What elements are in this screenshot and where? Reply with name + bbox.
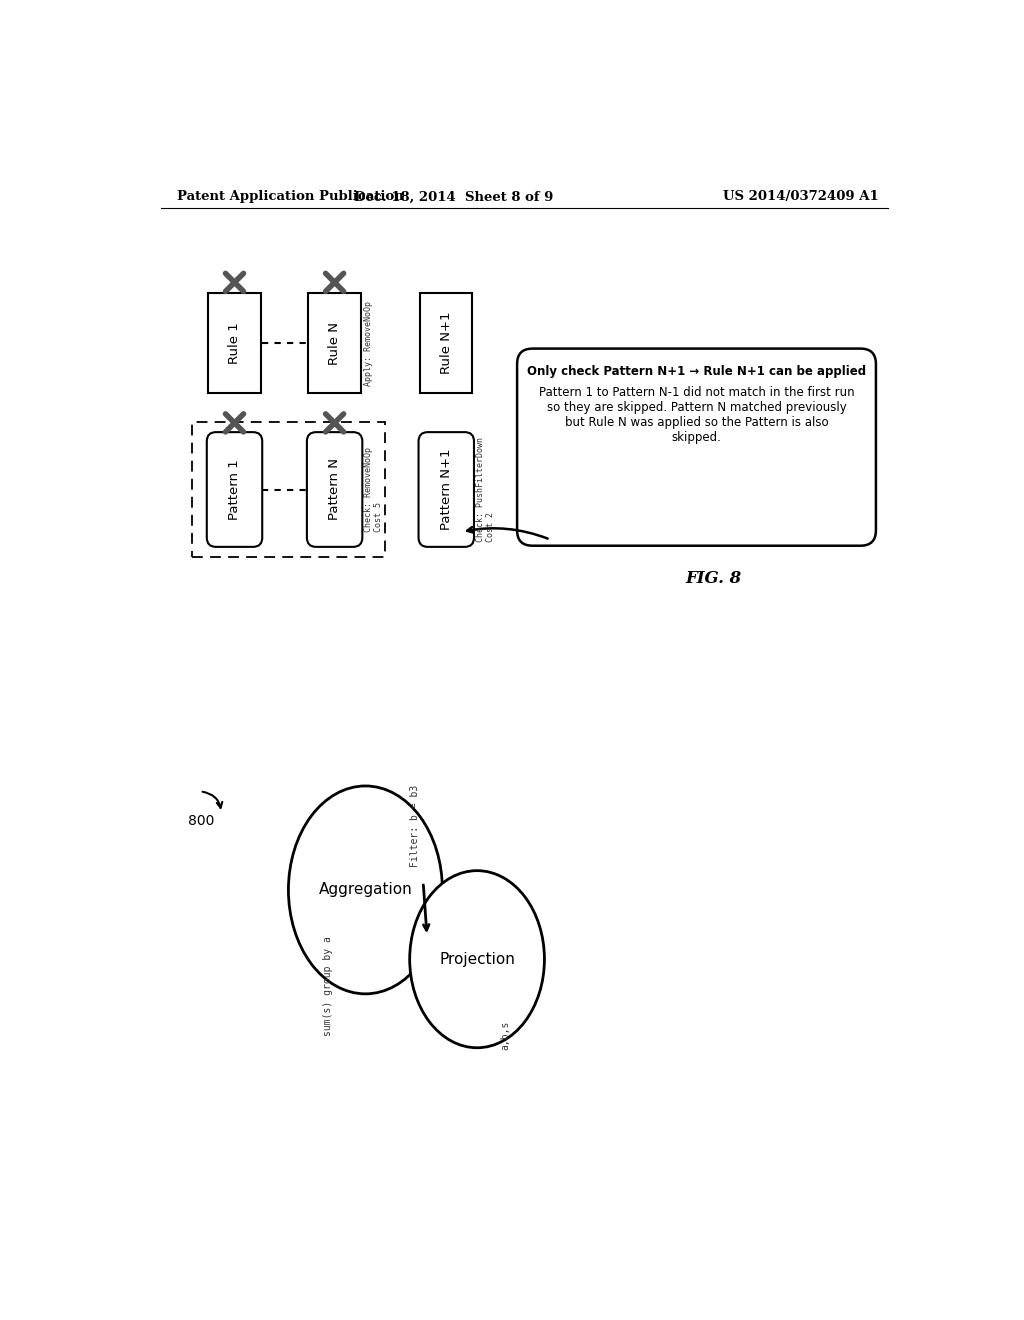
Text: Pattern 1 to Pattern N-1 did not match in the first run
so they are skipped. Pat: Pattern 1 to Pattern N-1 did not match i…: [539, 385, 854, 444]
FancyBboxPatch shape: [207, 432, 262, 546]
Text: 800: 800: [188, 813, 215, 828]
Text: Check: PushFilterDown
Cost 2: Check: PushFilterDown Cost 2: [475, 437, 495, 543]
Text: Dec. 18, 2014  Sheet 8 of 9: Dec. 18, 2014 Sheet 8 of 9: [354, 190, 554, 203]
FancyBboxPatch shape: [307, 432, 362, 546]
Text: Apply: RemoveNoOp: Apply: RemoveNoOp: [364, 301, 373, 385]
Text: Rule N: Rule N: [328, 322, 341, 364]
Text: Rule N+1: Rule N+1: [439, 312, 453, 375]
Text: Only check Pattern N+1 → Rule N+1 can be applied: Only check Pattern N+1 → Rule N+1 can be…: [527, 364, 866, 378]
Text: US 2014/0372409 A1: US 2014/0372409 A1: [723, 190, 879, 203]
Text: Pattern 1: Pattern 1: [228, 459, 241, 520]
Text: Projection: Projection: [439, 952, 515, 966]
Text: Rule 1: Rule 1: [228, 322, 241, 364]
Text: a,b,s: a,b,s: [500, 1020, 510, 1051]
Text: Patent Application Publication: Patent Application Publication: [177, 190, 403, 203]
Bar: [308, 293, 360, 393]
Bar: [420, 293, 472, 393]
Text: sum(s) group by a: sum(s) group by a: [323, 936, 333, 1036]
FancyBboxPatch shape: [419, 432, 474, 546]
FancyBboxPatch shape: [517, 348, 876, 545]
Text: Check: RemoveNoOp
Cost 5: Check: RemoveNoOp Cost 5: [364, 447, 383, 532]
Bar: [193, 422, 385, 557]
Text: Aggregation: Aggregation: [318, 882, 413, 898]
Text: Pattern N+1: Pattern N+1: [439, 449, 453, 531]
Text: Filter: b = b3: Filter: b = b3: [410, 784, 420, 867]
Text: Pattern N: Pattern N: [328, 458, 341, 520]
Bar: [208, 293, 261, 393]
Ellipse shape: [289, 785, 442, 994]
Ellipse shape: [410, 871, 545, 1048]
Text: FIG. 8: FIG. 8: [685, 569, 741, 586]
